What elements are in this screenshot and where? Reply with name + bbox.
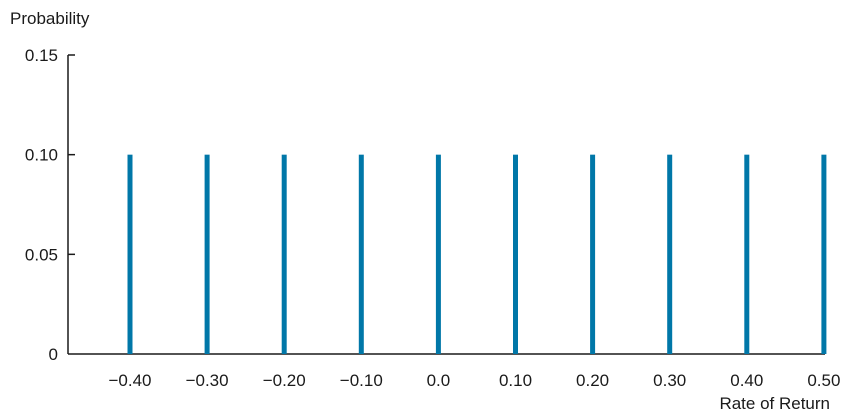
y-axis-label: Probability	[10, 9, 90, 28]
x-axis-label: Rate of Return	[719, 394, 830, 413]
bar	[513, 154, 518, 354]
bar	[590, 154, 596, 354]
bar	[667, 154, 673, 354]
x-tick-label: 0.10	[499, 371, 532, 390]
x-tick-label: −0.10	[340, 371, 383, 390]
y-ticks: 0 0.05 0.10 0.15	[25, 46, 75, 364]
x-tick-label: 0.40	[730, 371, 763, 390]
x-tick-label: 0.0	[427, 371, 451, 390]
bars	[127, 154, 827, 354]
x-tick-label: −0.30	[186, 371, 229, 390]
y-tick-label: 0	[49, 345, 58, 364]
x-tick-label: −0.20	[263, 371, 306, 390]
bar	[358, 154, 364, 354]
bar	[744, 154, 750, 354]
x-tick-label: 0.20	[576, 371, 609, 390]
y-tick-label: 0.05	[25, 245, 58, 264]
bar	[204, 154, 210, 354]
y-tick-label: 0.15	[25, 46, 58, 65]
x-tick-label: 0.50	[807, 371, 840, 390]
y-tick-label: 0.10	[25, 146, 58, 165]
bar	[435, 154, 441, 354]
bar	[821, 154, 827, 354]
x-ticks: −0.40 −0.30 −0.20 −0.10 0.0 0.10 0.20 0.30 0.40 0…	[108, 371, 840, 390]
x-tick-label: 0.30	[653, 371, 686, 390]
x-tick-label: −0.40	[108, 371, 151, 390]
bar	[281, 154, 287, 354]
bar	[127, 154, 133, 354]
